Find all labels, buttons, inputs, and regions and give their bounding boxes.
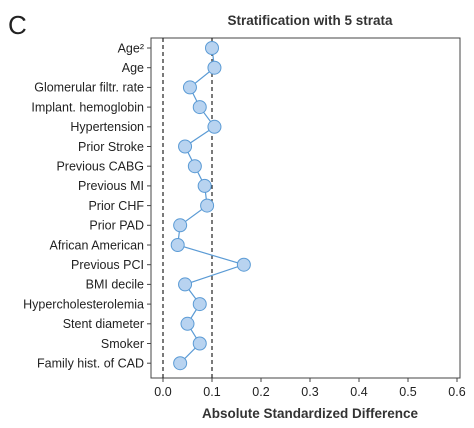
data-point-5: [178, 139, 193, 154]
data-point-4: [207, 119, 222, 134]
x-tick-label-5: 0.5: [399, 385, 416, 399]
data-point-7: [197, 178, 212, 193]
category-label-4: Hypertension: [70, 120, 144, 134]
data-point-8: [200, 198, 215, 213]
data-point-0: [205, 41, 219, 55]
data-point-13: [192, 297, 207, 312]
data-point-10: [170, 238, 185, 252]
category-label-12: BMI decile: [86, 278, 144, 292]
category-labels: Age² Age Glomerular filtr. rate Implant. he…: [23, 41, 151, 371]
category-label-6: Previous CABG: [56, 160, 144, 174]
category-label-10: African American: [50, 238, 145, 252]
category-label-3: Implant. hemoglobin: [31, 100, 144, 114]
x-tick-label-2: 0.2: [252, 385, 269, 399]
category-label-2: Glomerular filtr. rate: [34, 81, 144, 95]
data-point-15: [192, 336, 207, 351]
data-point-3: [192, 100, 207, 115]
data-points: [170, 41, 251, 371]
plot-frame: [150, 37, 461, 379]
data-point-16: [173, 356, 188, 371]
x-tick-label-4: 0.4: [350, 385, 367, 399]
panel-letter: C: [8, 10, 27, 40]
data-point-12: [178, 277, 193, 292]
category-label-5: Prior Stroke: [78, 140, 144, 154]
data-point-11: [236, 257, 251, 272]
category-label-1: Age: [122, 61, 144, 75]
x-tick-label-1: 0.1: [203, 385, 220, 399]
chart-title: Stratification with 5 strata: [227, 13, 393, 28]
x-ticks: 0.0 0.1 0.2 0.3 0.4 0.5 0.6: [154, 378, 466, 399]
x-tick-label-6: 0.6: [448, 385, 465, 399]
category-label-11: Previous PCI: [71, 258, 144, 272]
data-point-2: [182, 80, 197, 95]
category-label-13: Hypercholesterolemia: [23, 297, 144, 311]
data-point-1: [207, 60, 222, 75]
category-label-16: Family hist. of CAD: [37, 357, 144, 371]
plot-axes: [150, 37, 461, 379]
category-label-8: Prior CHF: [88, 199, 144, 213]
data-point-9: [173, 218, 188, 233]
data-point-14: [180, 316, 195, 331]
category-label-9: Prior PAD: [89, 219, 144, 233]
data-point-6: [187, 159, 202, 174]
x-axis-label: Absolute Standardized Difference: [201, 406, 419, 421]
category-label-7: Previous MI: [78, 179, 144, 193]
category-label-14: Stent diameter: [63, 317, 144, 331]
x-tick-label-0: 0.0: [154, 385, 171, 399]
x-tick-label-3: 0.3: [301, 385, 318, 399]
category-label-0: Age²: [118, 41, 144, 55]
category-label-15: Smoker: [101, 337, 144, 351]
